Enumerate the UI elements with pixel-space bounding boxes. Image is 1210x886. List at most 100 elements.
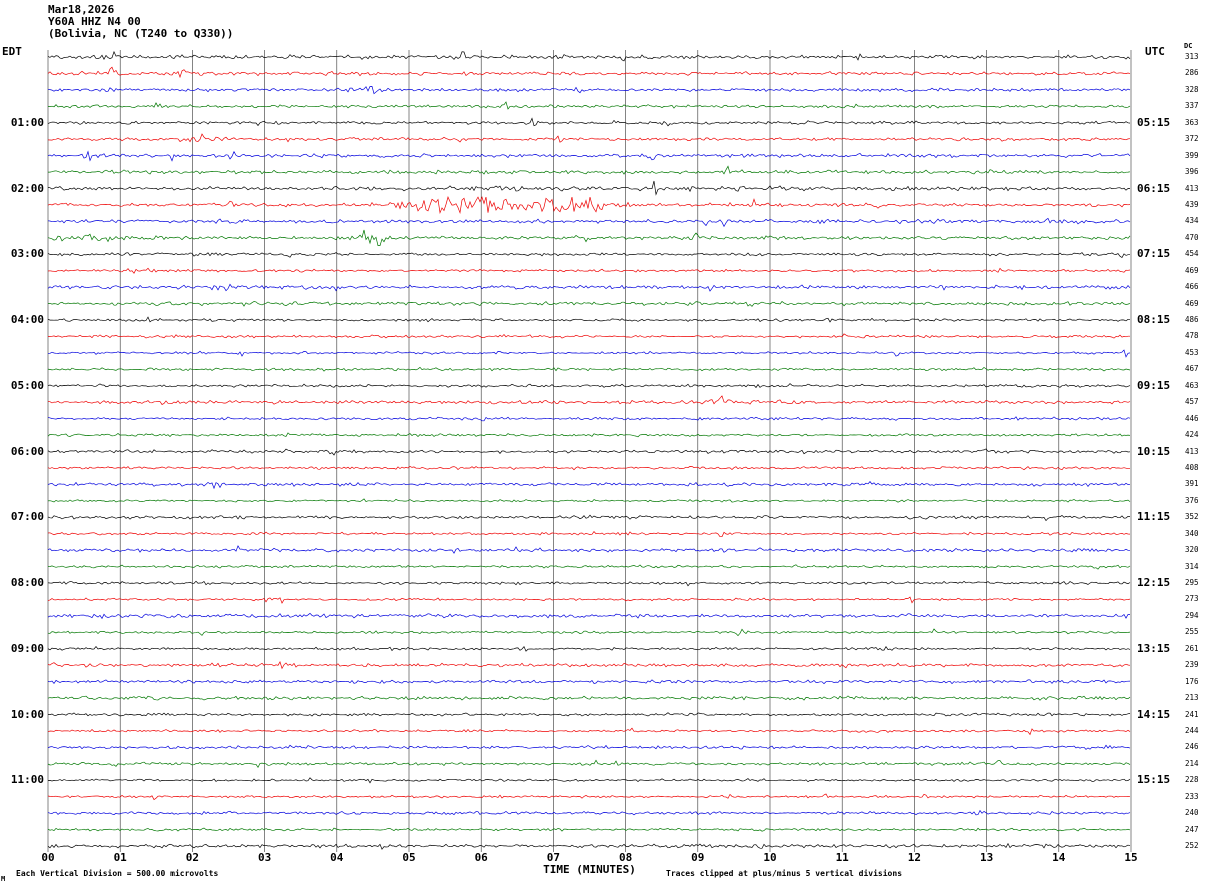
- left-hour-label: 11:00: [10, 773, 44, 787]
- dc-value: 214: [1185, 758, 1199, 768]
- left-hour-label: 07:00: [10, 510, 44, 524]
- trace-row-36: [47, 645, 1131, 652]
- trace-row-5: [47, 133, 1131, 143]
- dc-value: 255: [1185, 627, 1199, 637]
- x-tick-label: 08: [618, 851, 633, 864]
- trace-row-0: [47, 50, 1131, 62]
- right-hour-label: 11:15: [1137, 510, 1171, 524]
- left-hour-label: 06:00: [10, 444, 44, 458]
- dc-value: 446: [1185, 413, 1199, 423]
- trace-row-18: [48, 349, 1131, 358]
- left-hour-label: 05:00: [10, 378, 44, 392]
- dc-value: 413: [1185, 446, 1199, 456]
- x-tick-label: 01: [113, 851, 127, 864]
- dc-value: 463: [1185, 380, 1199, 390]
- left-hour-label: 09:00: [10, 641, 44, 655]
- dc-value: 413: [1185, 183, 1199, 193]
- dc-value: 467: [1185, 364, 1199, 374]
- left-hour-label: 03:00: [10, 247, 44, 261]
- x-tick-label: 02: [185, 851, 200, 864]
- x-tick-label: 12: [907, 851, 922, 864]
- trace-row-43: [47, 759, 1131, 768]
- trace-row-46: [47, 809, 1131, 816]
- trace-row-7: [48, 165, 1131, 175]
- dc-value: 439: [1185, 199, 1199, 209]
- dc-value: 241: [1185, 709, 1199, 719]
- corner-mark: M: [1, 875, 6, 883]
- dc-value: 320: [1185, 545, 1199, 555]
- dc-value: 247: [1185, 824, 1199, 834]
- dc-value: 240: [1185, 808, 1199, 818]
- x-tick-label: 05: [402, 851, 416, 864]
- trace-row-34: [47, 612, 1131, 620]
- x-tick-label: 09: [691, 851, 705, 864]
- x-tick-label: 04: [330, 851, 344, 864]
- x-tick-label: 10: [763, 851, 777, 864]
- trace-row-21: [47, 395, 1131, 405]
- x-tick-label: 07: [546, 851, 561, 864]
- dc-value: 228: [1185, 775, 1199, 785]
- clip-note: Traces clipped at plus/minus 5 vertical …: [666, 869, 903, 878]
- dc-value: 396: [1185, 167, 1199, 177]
- trace-row-37: [47, 661, 1131, 670]
- dc-value: 328: [1185, 84, 1199, 94]
- dc-value: 408: [1185, 462, 1199, 472]
- right-hour-label: 12:15: [1137, 576, 1171, 589]
- dc-value: 337: [1185, 101, 1199, 111]
- trace-row-33: [47, 596, 1131, 604]
- dc-value: 434: [1185, 216, 1199, 226]
- trace-row-41: [47, 727, 1131, 736]
- dc-value: 469: [1185, 298, 1199, 308]
- trace-row-16: [47, 316, 1130, 323]
- trace-row-9: [47, 196, 1131, 215]
- right-hour-label: 10:15: [1137, 444, 1171, 458]
- trace-row-13: [47, 267, 1131, 274]
- x-tick-label: 13: [979, 851, 994, 864]
- x-tick-label: 11: [835, 851, 849, 864]
- trace-row-32: [47, 580, 1131, 587]
- right-hour-label: 08:15: [1137, 313, 1171, 326]
- trace-row-45: [47, 793, 1131, 801]
- trace-row-8: [47, 180, 1131, 196]
- dc-value: 478: [1185, 331, 1199, 341]
- trace-row-6: [47, 150, 1131, 162]
- right-hour-label: 09:15: [1137, 378, 1171, 392]
- dc-value: 239: [1185, 660, 1199, 670]
- trace-row-44: [47, 777, 1131, 784]
- dc-value: 457: [1185, 397, 1199, 407]
- left-hour-label: 08:00: [10, 576, 44, 589]
- x-axis-label: TIME (MINUTES): [543, 863, 636, 876]
- x-tick-label: 15: [1124, 851, 1138, 864]
- trace-row-4: [47, 117, 1131, 127]
- dc-value: 261: [1185, 643, 1199, 653]
- trace-row-10: [47, 217, 1131, 228]
- dc-value: 252: [1185, 841, 1199, 850]
- scale-note: Each Vertical Division = 500.00 microvol…: [16, 869, 219, 878]
- left-hour-label: 10:00: [10, 707, 44, 721]
- dc-value: 453: [1185, 347, 1199, 357]
- dc-value: 213: [1185, 693, 1199, 703]
- x-tick-label: 00: [41, 851, 55, 864]
- right-hour-label: 06:15: [1137, 181, 1171, 195]
- dc-value: 424: [1185, 430, 1199, 440]
- dc-value: 372: [1185, 134, 1199, 144]
- dc-value: 286: [1185, 68, 1199, 78]
- trace-row-1: [47, 66, 1131, 79]
- trace-row-12: [47, 252, 1130, 258]
- title-station: Y60A HHZ N4 00: [48, 15, 141, 28]
- dc-value: 273: [1185, 594, 1199, 604]
- trace-row-26: [47, 481, 1131, 490]
- trace-row-30: [47, 545, 1130, 554]
- dc-value: 246: [1185, 742, 1199, 752]
- timezone-right-label: UTC: [1145, 45, 1165, 58]
- trace-row-11: [47, 229, 1131, 246]
- dc-value: 363: [1185, 117, 1199, 127]
- dc-value: 233: [1185, 791, 1199, 801]
- dc-value: 470: [1185, 232, 1199, 242]
- dc-value: 294: [1185, 610, 1199, 620]
- dc-value: 466: [1185, 282, 1199, 292]
- trace-row-39: [47, 695, 1131, 701]
- trace-row-3: [47, 101, 1131, 110]
- trace-row-40: [48, 712, 1131, 717]
